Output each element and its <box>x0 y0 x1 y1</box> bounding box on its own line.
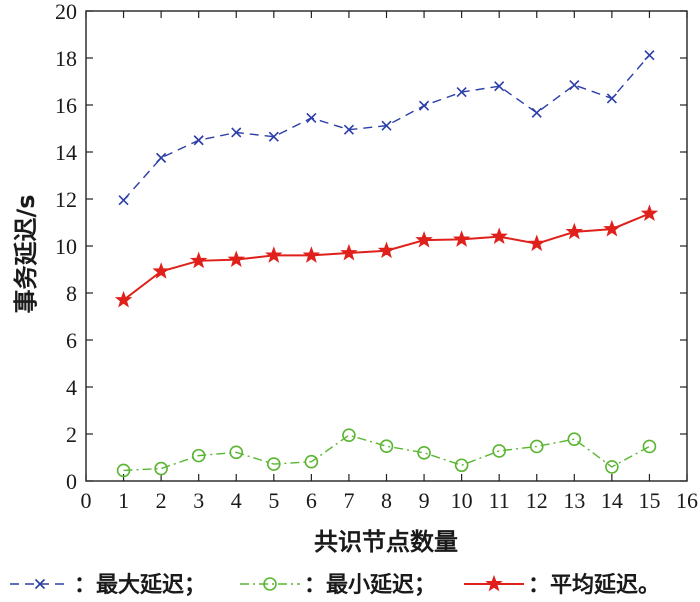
series-1-point <box>456 87 467 98</box>
series-3-point <box>603 219 621 237</box>
series-2-point <box>492 444 506 458</box>
series-1-point <box>268 131 279 142</box>
legend-label-3: ：平均延迟。 <box>528 572 660 598</box>
legend-label-1: ：最大延迟； <box>74 573 206 598</box>
y-tick-label: 6 <box>66 328 77 353</box>
y-tick-label: 2 <box>66 422 77 447</box>
series-2-point <box>454 458 469 473</box>
x-tick-label: 12 <box>526 488 548 513</box>
series-2-point <box>304 454 319 469</box>
y-tick-label: 14 <box>55 140 77 165</box>
series-2-point <box>567 432 582 446</box>
series-1-point <box>343 124 355 135</box>
series-3-point <box>189 251 208 269</box>
series-1-point <box>306 112 317 123</box>
series-3-point <box>415 230 433 248</box>
y-tick-label: 8 <box>66 281 77 306</box>
series-2-point <box>342 428 356 442</box>
x-tick-label: 4 <box>231 488 242 513</box>
series-3-point <box>565 222 584 240</box>
series-3-point <box>227 250 245 268</box>
series-3-point <box>452 230 471 247</box>
series-3-point <box>528 234 546 252</box>
series-1-point <box>494 81 505 92</box>
x-tick-label: 7 <box>343 488 354 513</box>
x-axis-title: 共识节点数量 <box>314 528 458 556</box>
series-1-point <box>531 107 542 118</box>
series-1-point <box>381 120 392 131</box>
x-tick-label: 8 <box>381 488 392 513</box>
x-tick-label: 0 <box>81 488 92 513</box>
legend-marker-2 <box>263 577 277 591</box>
x-tick-label: 6 <box>306 488 317 513</box>
x-tick-label: 3 <box>193 488 204 513</box>
series-2-point <box>417 445 431 460</box>
plot-area: 0 1 2 3 4 5 6 7 8 9 10 11 12 13 14 15 160246810121416182… <box>55 0 698 513</box>
series-3-point <box>114 290 133 308</box>
series-line-1 <box>123 54 650 201</box>
series-1-point <box>606 93 617 104</box>
series-2-point <box>116 463 131 478</box>
legend-label-2: ：最小延迟； <box>304 573 436 598</box>
series-1-point <box>156 152 167 163</box>
series-2-point <box>267 457 281 471</box>
series-1-point <box>644 50 655 61</box>
series-3-point <box>377 241 396 259</box>
y-axis-title: 事务延迟/s <box>12 194 40 313</box>
series-3-point <box>340 243 358 261</box>
y-tick-label: 18 <box>55 46 77 71</box>
series-1-point <box>118 195 129 206</box>
series-2-point <box>191 448 206 463</box>
series-2-point <box>642 439 657 454</box>
series-2-point <box>605 460 619 474</box>
legend-marker-1 <box>34 578 46 590</box>
y-tick-label: 16 <box>55 93 77 118</box>
x-tick-label: 11 <box>489 488 510 513</box>
series-2-point <box>529 439 544 454</box>
legend-marker-3 <box>485 574 503 592</box>
x-tick-label: 1 <box>118 488 129 513</box>
x-tick-label: 5 <box>268 488 279 513</box>
series-3-point <box>265 246 283 263</box>
series-3-point <box>152 262 170 279</box>
series-3-point <box>302 246 321 263</box>
series-1-point <box>418 100 430 111</box>
x-tick-label: 13 <box>563 488 585 513</box>
series-3-point <box>640 204 659 221</box>
series-2-point <box>229 445 244 460</box>
x-tick-label: 9 <box>419 488 430 513</box>
x-tick-label: 16 <box>676 488 698 513</box>
y-tick-label: 0 <box>66 469 77 494</box>
y-tick-label: 10 <box>55 234 77 259</box>
x-tick-label: 10 <box>451 488 473 513</box>
x-tick-label: 15 <box>638 488 660 513</box>
series-3-point <box>490 227 508 245</box>
series-1-point <box>231 127 242 138</box>
y-tick-label: 12 <box>55 187 77 212</box>
x-tick-label: 14 <box>601 488 623 513</box>
series-2-point <box>379 439 394 454</box>
legend: ：最大延迟； ：最小延迟； ：平均延迟。 <box>10 572 660 598</box>
series-1-point <box>193 135 204 146</box>
y-tick-label: 4 <box>66 375 77 400</box>
y-tick-label: 20 <box>55 0 77 24</box>
x-tick-label: 2 <box>156 488 167 513</box>
series-2-point <box>154 461 168 476</box>
series-1-point <box>569 79 580 91</box>
series-line-3 <box>122 212 650 301</box>
series-line-2 <box>123 434 650 472</box>
